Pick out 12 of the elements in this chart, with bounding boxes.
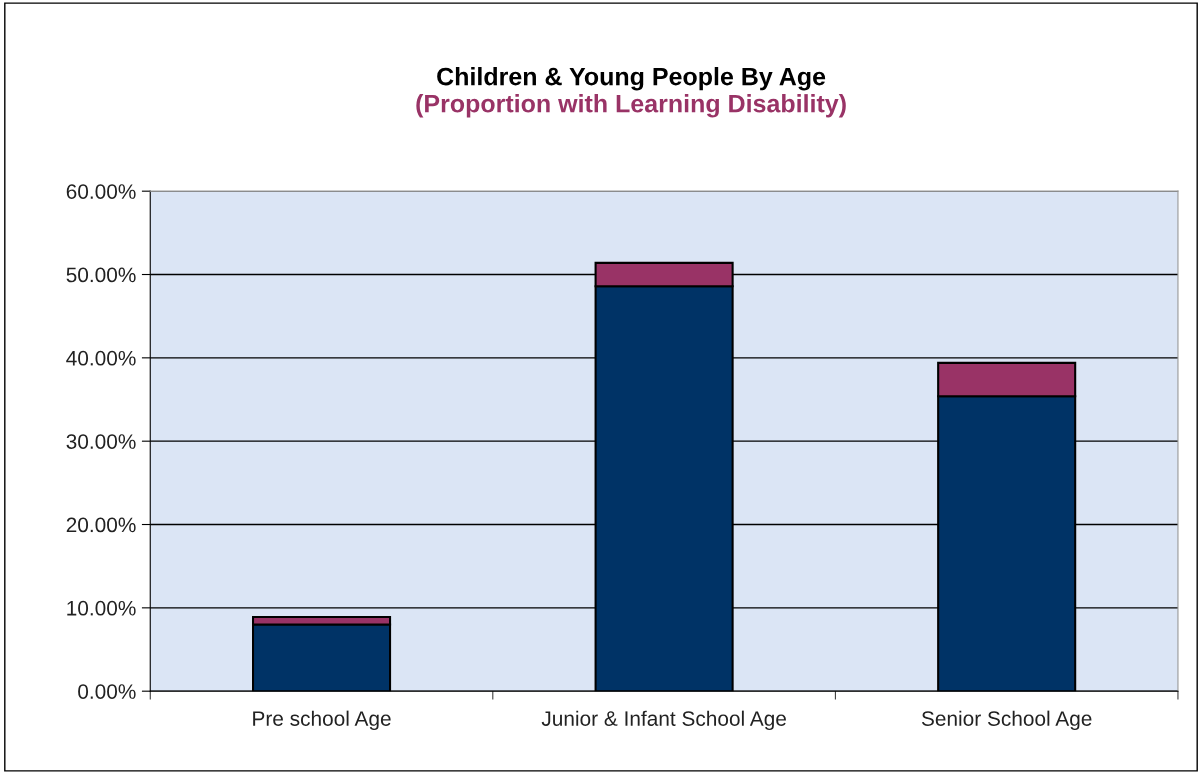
y-tick-label: 40.00% xyxy=(66,350,136,366)
y-tick-label: 30.00% xyxy=(66,434,136,449)
chart-title: Children & Young People By Age xyxy=(437,67,826,91)
x-tick-label: Junior & Infant School Age xyxy=(541,710,786,731)
y-tick-label: 0.00% xyxy=(78,684,136,699)
y-tick-label: 50.00% xyxy=(66,267,136,283)
y-tick-label: 10.00% xyxy=(67,600,136,616)
y-tick-label: 60.00% xyxy=(66,184,136,199)
x-tick-label: Pre school Age xyxy=(253,710,391,731)
chart-subtitle: (Proportion with Learning Disability) xyxy=(416,94,846,118)
y-tick-label: 20.00% xyxy=(66,517,136,533)
x-tick-label: Senior School Age xyxy=(921,710,1092,731)
